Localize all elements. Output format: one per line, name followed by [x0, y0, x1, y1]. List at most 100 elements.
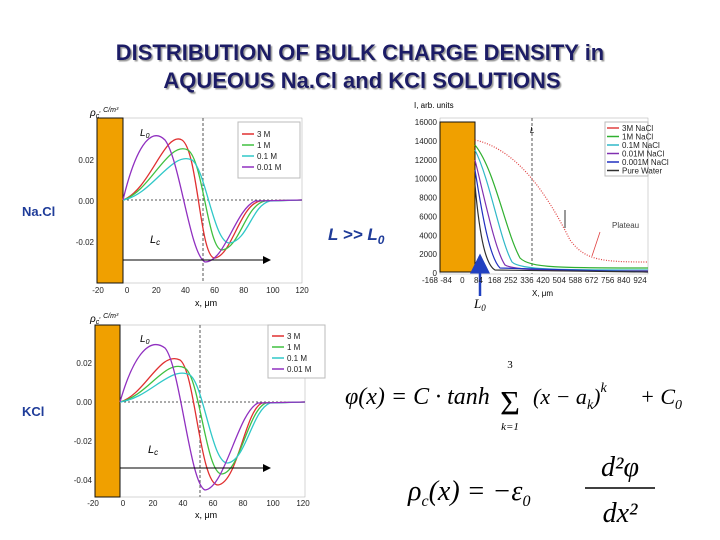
x-tick-label: 40	[179, 499, 188, 508]
y-tick-label: 0.00	[78, 197, 94, 206]
lc-label: Lc	[150, 234, 160, 247]
l0-label: L0	[473, 296, 486, 313]
pointer	[591, 231, 601, 257]
x-tick-label: 0	[121, 499, 126, 508]
legend-label: 0.1 M	[257, 152, 277, 161]
legend-label: 0.1 M	[287, 354, 307, 363]
x-tick-label: 840	[617, 276, 631, 285]
y-axis-label: I, arb. units	[414, 101, 454, 110]
x-tick-label: 672	[585, 276, 599, 285]
y-tick-label: 0.02	[78, 156, 94, 165]
eq-text: 3	[507, 359, 513, 371]
y-tick-label: -0.04	[74, 476, 93, 485]
label: KCl	[22, 404, 44, 419]
curve	[122, 138, 303, 259]
curve	[474, 184, 649, 273]
y-tick-label: 4000	[419, 231, 437, 240]
l0-label: L0	[140, 128, 150, 140]
chart-nacl: L0 Lc ρc, C/m³ x, μm	[89, 107, 303, 308]
legend-label: 0.01 M	[257, 163, 282, 172]
eq-text: dx²	[603, 498, 638, 529]
x-tick-label: 20	[149, 499, 158, 508]
x-tick-label: -20	[87, 499, 99, 508]
y-tick-label: 2000	[419, 250, 437, 259]
lc-label: Lc	[148, 444, 158, 457]
x-tick-label: 80	[239, 499, 248, 508]
y-tick-label: 8000	[419, 194, 437, 203]
x-tick-label: 120	[296, 499, 310, 508]
legend-label: 1 M	[257, 141, 271, 150]
title: AQUEOUS Na.Cl and KCl SOLUTIONS	[163, 68, 560, 93]
legend-label: 3 M	[257, 130, 271, 139]
x-axis-label: X, μm	[532, 289, 553, 298]
x-tick-label: 420	[536, 276, 550, 285]
curve	[119, 365, 306, 475]
equation-rho: ρc(x) = −ε0 d²φ dx²	[407, 452, 655, 529]
electrode	[94, 324, 121, 498]
eq-text: + C0	[640, 384, 682, 413]
y-tick-label: -0.02	[76, 238, 95, 247]
eq-text: (x − ak)k	[533, 381, 607, 413]
x-tick-label: 336	[520, 276, 534, 285]
curve	[122, 157, 303, 244]
x-tick-label: -168	[422, 276, 439, 285]
x-tick-label: 84	[474, 276, 483, 285]
x-tick-label: 60	[210, 286, 219, 295]
legend-label: Pure Water	[622, 167, 662, 176]
legend	[237, 121, 301, 179]
chart-kcl: L0 Lc ρc, C/m³ x, μm	[89, 313, 326, 520]
y-tick-label: 0.00	[76, 398, 92, 407]
chart-intensity: I, arb. units X, μm Plateau L L0	[414, 101, 649, 313]
eq-text: k=1	[501, 421, 519, 433]
legend-label: 0.001M NaCl	[622, 158, 669, 167]
y-tick-label: 12000	[415, 156, 438, 165]
annotation: Plateau	[612, 221, 639, 230]
legend-label: 3 M	[287, 332, 301, 341]
legend	[604, 121, 649, 177]
x-tick-label: 588	[569, 276, 583, 285]
eq-text: Σ	[500, 385, 520, 422]
curve	[474, 159, 649, 272]
curve	[474, 139, 649, 263]
x-tick-label: 20	[152, 286, 161, 295]
curve	[474, 144, 649, 269]
x-tick-label: 168	[488, 276, 502, 285]
electrode	[96, 117, 124, 284]
legend-label: 0.1M NaCl	[622, 141, 660, 150]
y-tick-label: 0.02	[76, 359, 92, 368]
annotation: L	[530, 126, 534, 135]
legend-label: 0.01 M	[287, 365, 312, 374]
legend-label: 0.01M NaCl	[622, 150, 664, 159]
x-tick-label: 0	[460, 276, 465, 285]
x-tick-label: 504	[553, 276, 567, 285]
legend-label: 1M NaCl	[622, 133, 653, 142]
x-axis-label: x, μm	[195, 510, 217, 520]
eq-text: ρc(x) = −ε0	[407, 476, 530, 510]
x-tick-label: -84	[440, 276, 452, 285]
curve	[122, 148, 303, 251]
x-tick-label: 60	[209, 499, 218, 508]
electrode	[439, 121, 476, 273]
x-tick-label: 120	[295, 286, 309, 295]
x-tick-label: -20	[92, 286, 104, 295]
l0-label: L0	[140, 334, 150, 346]
legend-label: 3M NaCl	[622, 124, 653, 133]
y-tick-label: 10000	[415, 175, 438, 184]
y-tick-label: 14000	[415, 137, 438, 146]
y-tick-label: -0.02	[74, 437, 93, 446]
y-axis-label: ρc, C/m³	[89, 313, 119, 326]
x-tick-label: 80	[239, 286, 248, 295]
y-tick-label: 0	[433, 269, 438, 278]
relation: L >> L0	[328, 225, 385, 247]
x-tick-label: 756	[601, 276, 615, 285]
curve	[122, 135, 303, 263]
x-tick-label: 40	[181, 286, 190, 295]
title: DISTRIBUTION OF BULK CHARGE DENSITY in	[116, 40, 605, 65]
y-tick-label: 16000	[415, 118, 438, 127]
y-tick-label: 6000	[419, 212, 437, 221]
y-axis-label: ρc, C/m³	[89, 107, 119, 120]
x-tick-label: 252	[504, 276, 518, 285]
legend-label: 1 M	[287, 343, 301, 352]
eq-text: d²φ	[601, 452, 639, 483]
